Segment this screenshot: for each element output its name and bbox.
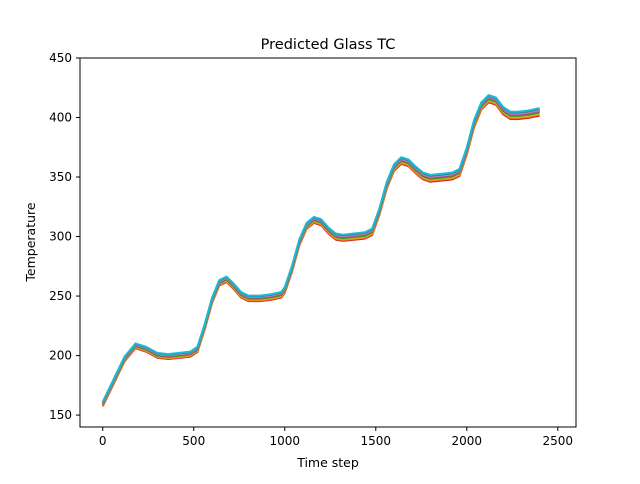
y-axis-label: Temperature: [23, 202, 38, 282]
y-tick-label: 450: [49, 51, 72, 65]
x-tick-label: 500: [182, 434, 205, 448]
x-tick-label: 1000: [269, 434, 300, 448]
x-tick-label: 2500: [543, 434, 574, 448]
x-axis-label: Time step: [296, 455, 359, 470]
plot-frame: [79, 57, 577, 428]
y-tick-label: 250: [49, 289, 72, 303]
tick-layer: 0 500 1000 1500 2000 2500 150 200 250 300 350 400 45…: [49, 51, 573, 448]
y-tick-label: 400: [49, 111, 72, 125]
x-tick-label: 0: [99, 434, 107, 448]
series-line-1: [101, 101, 540, 407]
y-tick-label: 350: [49, 170, 72, 184]
y-tick-label: 300: [49, 230, 72, 244]
y-tick-label: 200: [49, 349, 72, 363]
series-layer: [101, 94, 540, 407]
y-tick-label: 150: [49, 408, 72, 422]
x-tick-label: 1500: [361, 434, 392, 448]
x-tick-label: 2000: [452, 434, 483, 448]
chart-title: Predicted Glass TC: [261, 37, 396, 53]
series-line-10: [101, 94, 540, 403]
